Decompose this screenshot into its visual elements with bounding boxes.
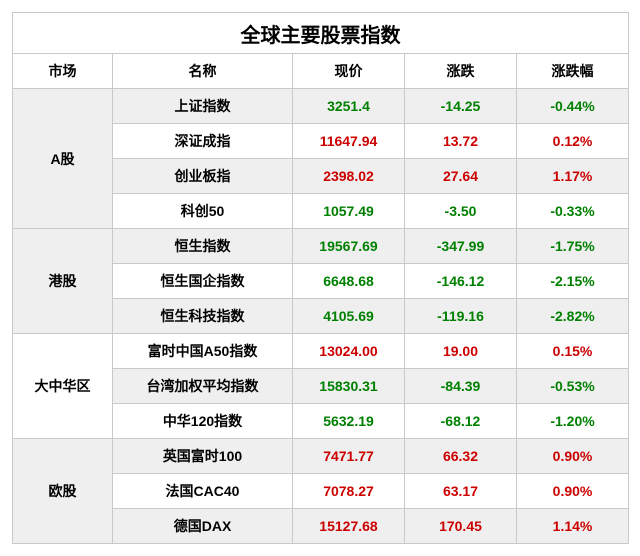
name-cell: 恒生国企指数 xyxy=(113,264,293,299)
name-cell: 富时中国A50指数 xyxy=(113,334,293,369)
price-cell: 19567.69 xyxy=(293,229,405,264)
col-chg: 涨跌 xyxy=(405,54,517,89)
name-cell: 中华120指数 xyxy=(113,404,293,439)
price-cell: 13024.00 xyxy=(293,334,405,369)
price-cell: 2398.02 xyxy=(293,159,405,194)
pct-cell: -1.75% xyxy=(517,229,629,264)
pct-cell: -0.33% xyxy=(517,194,629,229)
chg-cell: -146.12 xyxy=(405,264,517,299)
chg-cell: -3.50 xyxy=(405,194,517,229)
name-cell: 创业板指 xyxy=(113,159,293,194)
name-cell: 台湾加权平均指数 xyxy=(113,369,293,404)
pct-cell: 1.14% xyxy=(517,509,629,544)
col-market: 市场 xyxy=(13,54,113,89)
table-row: 欧股英国富时1007471.7766.320.90% xyxy=(13,439,629,474)
index-table: 全球主要股票指数 市场 名称 现价 涨跌 涨跌幅 A股上证指数3251.4-14… xyxy=(12,12,629,544)
pct-cell: -0.44% xyxy=(517,89,629,124)
name-cell: 上证指数 xyxy=(113,89,293,124)
market-cell: 大中华区 xyxy=(13,334,113,439)
pct-cell: 0.15% xyxy=(517,334,629,369)
header-row: 市场 名称 现价 涨跌 涨跌幅 xyxy=(13,54,629,89)
pct-cell: -2.15% xyxy=(517,264,629,299)
table-body: A股上证指数3251.4-14.25-0.44%深证成指11647.9413.7… xyxy=(13,89,629,544)
chg-cell: -119.16 xyxy=(405,299,517,334)
name-cell: 深证成指 xyxy=(113,124,293,159)
chg-cell: -84.39 xyxy=(405,369,517,404)
price-cell: 7471.77 xyxy=(293,439,405,474)
table-row: 大中华区富时中国A50指数13024.0019.000.15% xyxy=(13,334,629,369)
table-row: A股上证指数3251.4-14.25-0.44% xyxy=(13,89,629,124)
price-cell: 5632.19 xyxy=(293,404,405,439)
pct-cell: 0.12% xyxy=(517,124,629,159)
name-cell: 恒生指数 xyxy=(113,229,293,264)
chg-cell: 27.64 xyxy=(405,159,517,194)
table-title: 全球主要股票指数 xyxy=(13,13,629,54)
chg-cell: -347.99 xyxy=(405,229,517,264)
price-cell: 6648.68 xyxy=(293,264,405,299)
chg-cell: 170.45 xyxy=(405,509,517,544)
pct-cell: 0.90% xyxy=(517,439,629,474)
chg-cell: 63.17 xyxy=(405,474,517,509)
pct-cell: 0.90% xyxy=(517,474,629,509)
market-cell: 欧股 xyxy=(13,439,113,544)
name-cell: 科创50 xyxy=(113,194,293,229)
name-cell: 法国CAC40 xyxy=(113,474,293,509)
col-pct: 涨跌幅 xyxy=(517,54,629,89)
pct-cell: -2.82% xyxy=(517,299,629,334)
chg-cell: 19.00 xyxy=(405,334,517,369)
name-cell: 德国DAX xyxy=(113,509,293,544)
name-cell: 恒生科技指数 xyxy=(113,299,293,334)
col-name: 名称 xyxy=(113,54,293,89)
price-cell: 4105.69 xyxy=(293,299,405,334)
table-row: 港股恒生指数19567.69-347.99-1.75% xyxy=(13,229,629,264)
pct-cell: -0.53% xyxy=(517,369,629,404)
chg-cell: 13.72 xyxy=(405,124,517,159)
price-cell: 7078.27 xyxy=(293,474,405,509)
name-cell: 英国富时100 xyxy=(113,439,293,474)
market-cell: 港股 xyxy=(13,229,113,334)
price-cell: 15830.31 xyxy=(293,369,405,404)
pct-cell: -1.20% xyxy=(517,404,629,439)
pct-cell: 1.17% xyxy=(517,159,629,194)
title-row: 全球主要股票指数 xyxy=(13,13,629,54)
chg-cell: -68.12 xyxy=(405,404,517,439)
col-price: 现价 xyxy=(293,54,405,89)
price-cell: 1057.49 xyxy=(293,194,405,229)
price-cell: 11647.94 xyxy=(293,124,405,159)
chg-cell: -14.25 xyxy=(405,89,517,124)
price-cell: 3251.4 xyxy=(293,89,405,124)
chg-cell: 66.32 xyxy=(405,439,517,474)
price-cell: 15127.68 xyxy=(293,509,405,544)
market-cell: A股 xyxy=(13,89,113,229)
